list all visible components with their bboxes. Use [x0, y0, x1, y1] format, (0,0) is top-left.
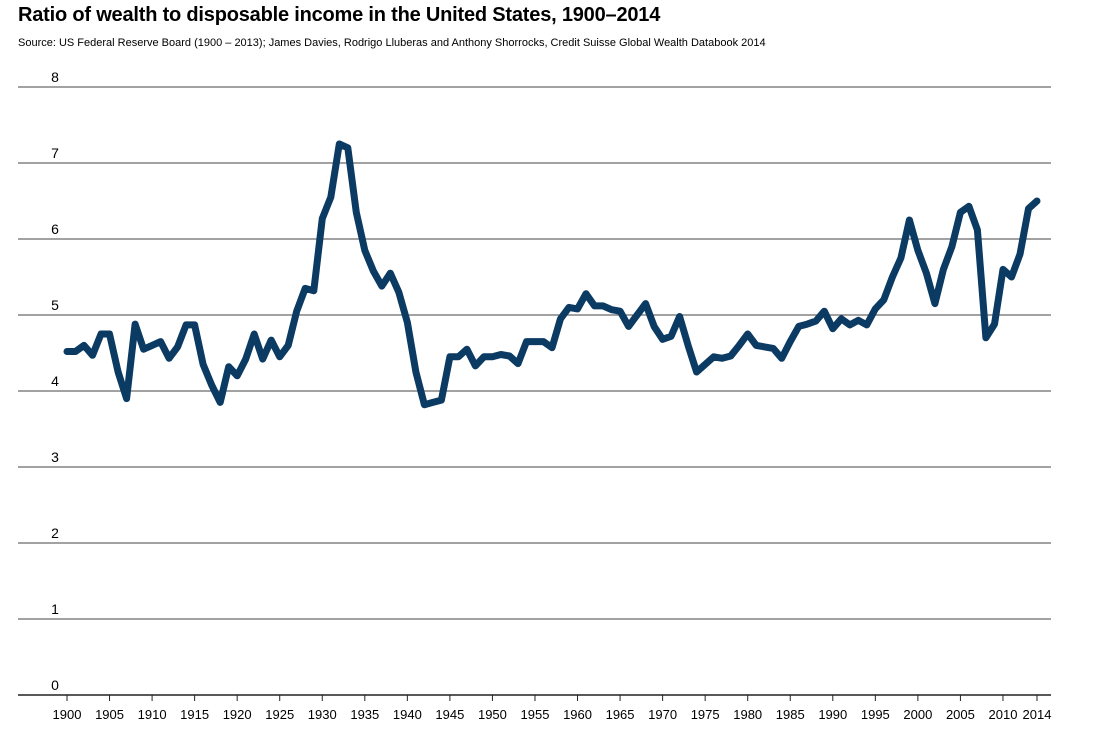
x-tick-label: 1910: [138, 707, 167, 722]
y-tick-label: 1: [51, 601, 59, 617]
x-axis-ticks: 1900 1905 1910 1915 1920 1925 1930 1935 1940 1945…: [53, 695, 1052, 722]
x-tick-label: 2010: [989, 707, 1018, 722]
x-tick-label: 1985: [776, 707, 805, 722]
x-tick-label: 1920: [223, 707, 252, 722]
y-tick-label: 5: [51, 297, 59, 313]
x-tick-label: 1900: [53, 707, 82, 722]
series-line-0: [63, 140, 1041, 409]
y-tick-label: 8: [51, 69, 59, 85]
y-tick-label: 6: [51, 221, 59, 237]
x-tick-label: 1930: [308, 707, 337, 722]
x-tick-label: 1950: [478, 707, 507, 722]
chart-title: Ratio of wealth to disposable income in …: [18, 4, 661, 26]
y-tick-label: 4: [51, 373, 59, 389]
grid-lines: [18, 86, 1051, 696]
x-tick-label: 1955: [521, 707, 550, 722]
y-tick-label: 2: [51, 525, 59, 541]
x-tick-label: 1905: [95, 707, 124, 722]
x-tick-label: 1960: [563, 707, 592, 722]
x-tick-label: 1990: [818, 707, 847, 722]
x-tick-label: 1935: [350, 707, 379, 722]
x-tick-label: 2014: [1023, 707, 1052, 722]
y-tick-label: 7: [51, 145, 59, 161]
x-tick-label: 1980: [733, 707, 762, 722]
x-tick-label: 1940: [393, 707, 422, 722]
x-tick-label: 1915: [180, 707, 209, 722]
x-tick-label: 1970: [648, 707, 677, 722]
y-tick-label: 3: [51, 449, 59, 465]
y-axis-ticks: 0 1 2 3 4 5 6 7 8: [51, 69, 59, 693]
y-tick-label: 0: [51, 677, 59, 693]
x-tick-label: 2000: [903, 707, 932, 722]
x-tick-label: 1965: [606, 707, 635, 722]
x-tick-label: 2005: [946, 707, 975, 722]
series-layer: [63, 140, 1041, 409]
x-tick-label: 1945: [435, 707, 464, 722]
x-tick-label: 1925: [265, 707, 294, 722]
x-tick-label: 1975: [691, 707, 720, 722]
chart-subtitle: Source: US Federal Reserve Board (1900 –…: [18, 37, 766, 49]
x-tick-label: 1995: [861, 707, 890, 722]
